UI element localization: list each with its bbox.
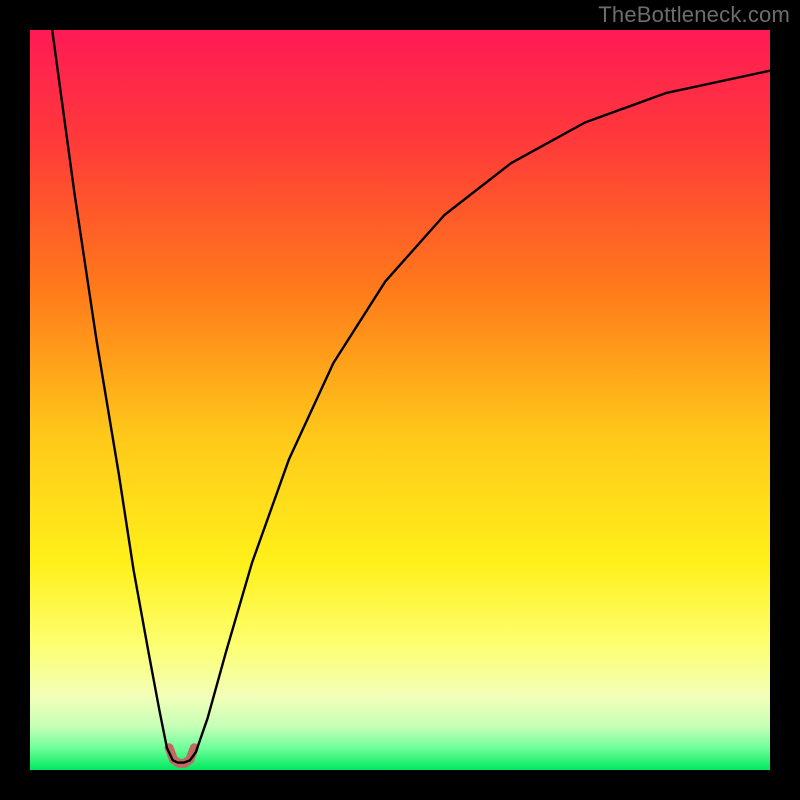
chart-frame: TheBottleneck.com — [0, 0, 800, 800]
plot-area — [30, 30, 770, 770]
watermark-text: TheBottleneck.com — [598, 2, 790, 28]
gradient-background — [30, 30, 770, 770]
bottleneck-curve-chart — [30, 30, 770, 770]
